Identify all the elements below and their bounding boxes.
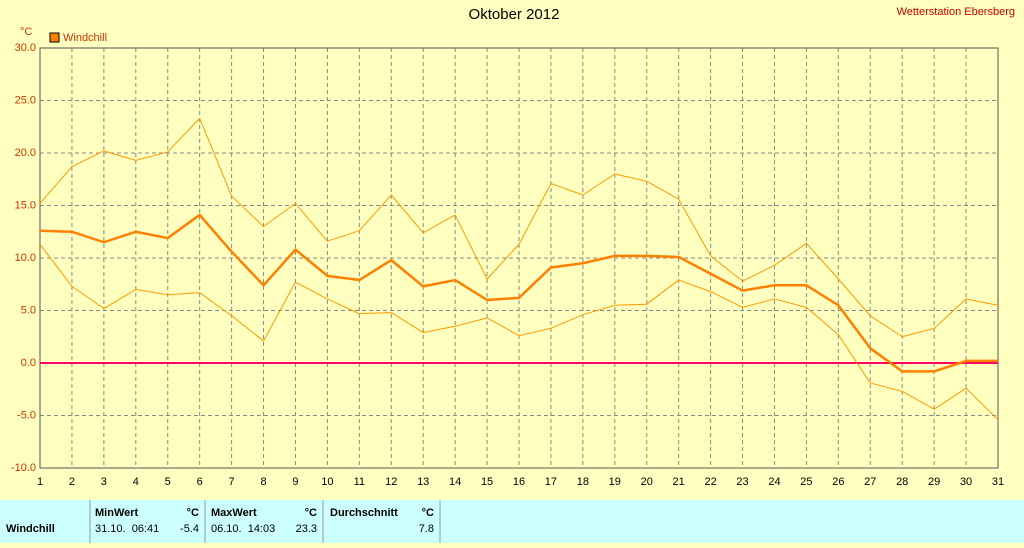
chart-title: Oktober 2012 xyxy=(469,6,560,23)
x-tick-label: 6 xyxy=(197,476,203,488)
x-tick-label: 5 xyxy=(165,476,171,488)
x-tick-label: 10 xyxy=(321,476,333,488)
x-tick-label: 21 xyxy=(673,476,685,488)
data-line xyxy=(39,117,999,338)
x-tick-label: 27 xyxy=(864,476,876,488)
table-cell: -5.4 xyxy=(180,523,199,535)
table-header: °C xyxy=(187,507,199,519)
y-tick-label: 25.0 xyxy=(15,94,36,106)
table-header: °C xyxy=(305,507,317,519)
x-tick-label: 15 xyxy=(481,476,493,488)
x-tick-label: 12 xyxy=(385,476,397,488)
x-tick-label: 29 xyxy=(928,476,940,488)
x-tick-label: 7 xyxy=(229,476,235,488)
x-tick-label: 8 xyxy=(260,476,266,488)
x-tick-label: 2 xyxy=(69,476,75,488)
table-header: MaxWert xyxy=(211,507,257,519)
stats-background xyxy=(0,500,1024,543)
legend-swatch xyxy=(49,32,60,43)
x-tick-label: 19 xyxy=(609,476,621,488)
y-tick-label: 0.0 xyxy=(21,357,36,369)
x-tick-label: 20 xyxy=(641,476,653,488)
x-tick-label: 13 xyxy=(417,476,429,488)
table-header: MinWert xyxy=(95,507,139,519)
table-cell: 7.8 xyxy=(419,523,434,535)
y-tick-label: 10.0 xyxy=(15,252,36,264)
data-line xyxy=(39,244,999,421)
x-tick-label: 3 xyxy=(101,476,107,488)
x-tick-label: 24 xyxy=(768,476,780,488)
y-tick-label: 5.0 xyxy=(21,304,36,316)
y-tick-label: 20.0 xyxy=(15,147,36,159)
station-name: Wetterstation Ebersberg xyxy=(897,6,1015,18)
y-tick-label: -10.0 xyxy=(11,462,36,474)
x-tick-label: 11 xyxy=(354,476,365,488)
stats-dividers xyxy=(89,500,441,543)
table-cell: 06.10. 14:03 xyxy=(211,523,275,535)
table-row-label: Windchill xyxy=(6,523,55,535)
table-cell: 31.10. 06:41 xyxy=(95,523,159,535)
legend-label: Windchill xyxy=(63,32,107,44)
x-tick-label: 14 xyxy=(449,476,461,488)
x-tick-label: 28 xyxy=(896,476,908,488)
x-tick-label: 1 xyxy=(37,476,43,488)
x-tick-label: 25 xyxy=(800,476,812,488)
table-header: °C xyxy=(422,507,434,519)
x-tick-label: 17 xyxy=(545,476,557,488)
y-tick-label: 30.0 xyxy=(15,42,36,54)
x-tick-label: 26 xyxy=(832,476,844,488)
y-tick-label: -5.0 xyxy=(17,409,36,421)
legend: Windchill xyxy=(49,32,107,44)
y-unit: °C xyxy=(20,26,32,38)
x-tick-label: 9 xyxy=(292,476,298,488)
y-tick-label: 15.0 xyxy=(15,199,36,211)
x-tick-label: 4 xyxy=(133,476,139,488)
x-tick-label: 16 xyxy=(513,476,525,488)
x-tick-label: 31 xyxy=(992,476,1004,488)
plot-frame xyxy=(39,47,999,469)
x-tick-label: 18 xyxy=(577,476,589,488)
table-header: Durchschnitt xyxy=(330,507,398,519)
x-tick-label: 30 xyxy=(960,476,972,488)
x-tick-label: 22 xyxy=(704,476,716,488)
background xyxy=(0,0,1024,500)
table-cell: 23.3 xyxy=(296,523,317,535)
x-tick-label: 23 xyxy=(736,476,748,488)
data-line xyxy=(39,213,998,373)
